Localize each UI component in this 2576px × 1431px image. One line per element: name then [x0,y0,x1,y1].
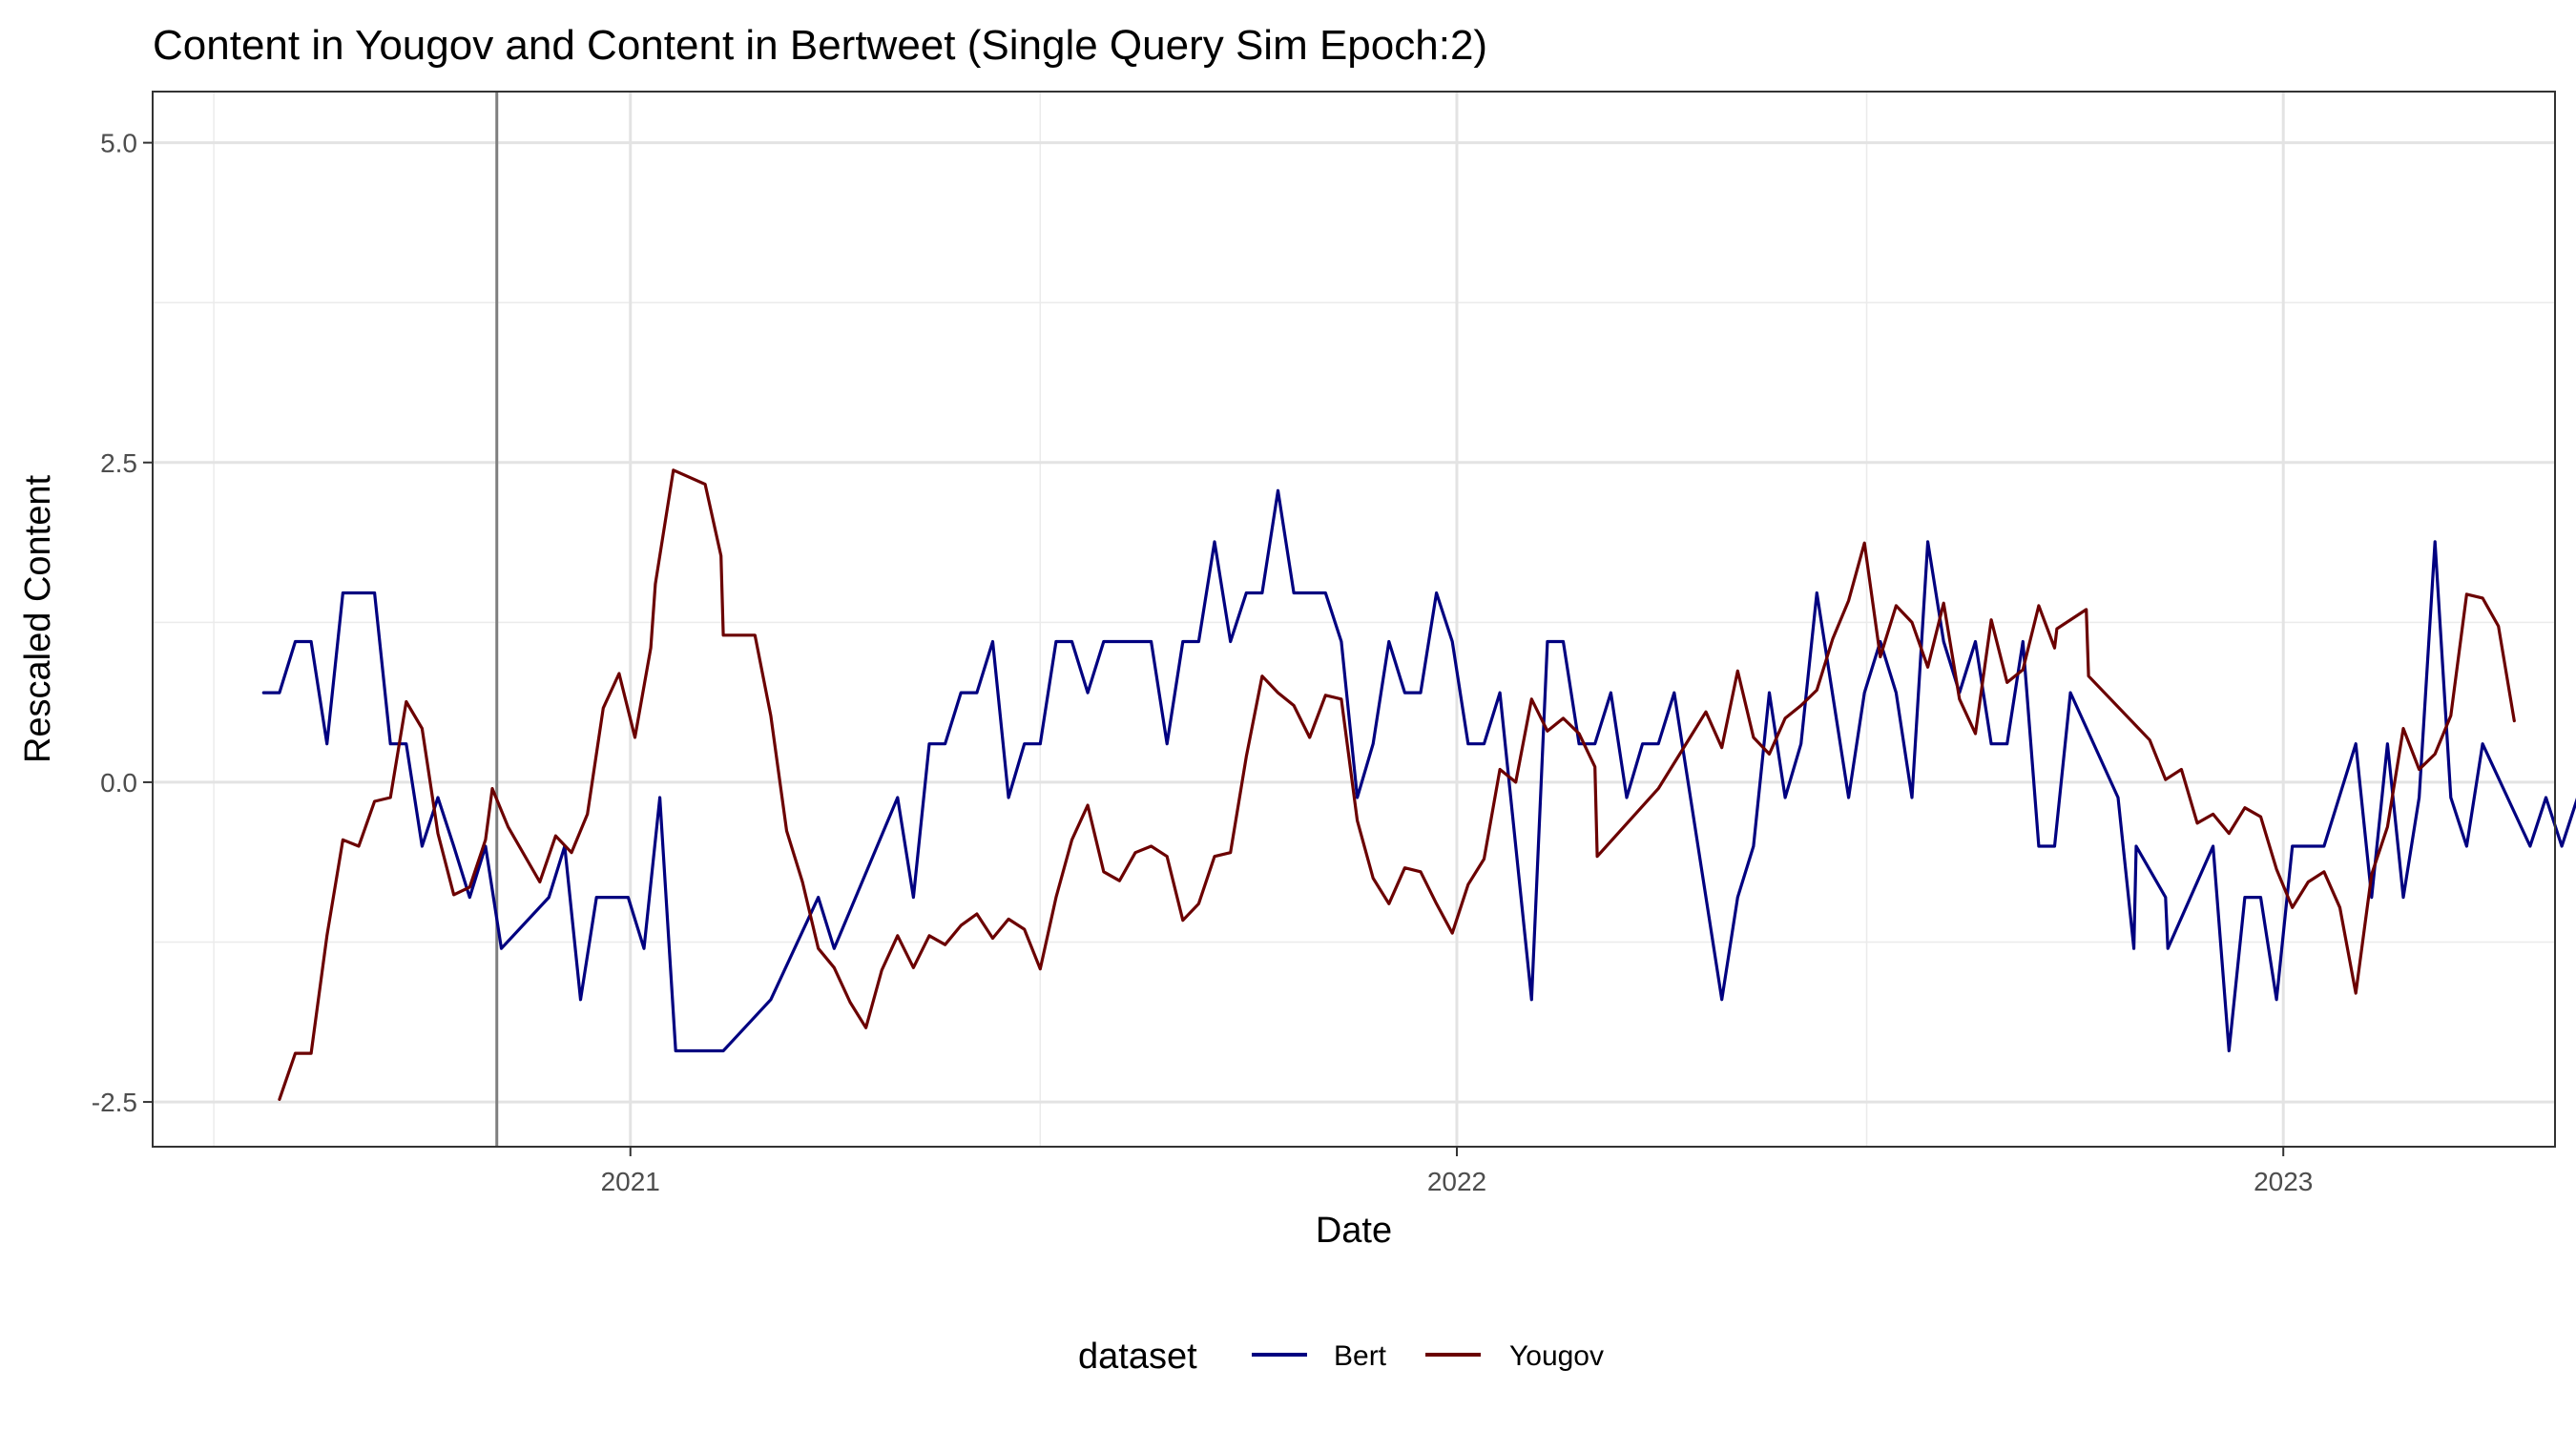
grid-lines [153,92,2555,1147]
x-axis-title: Date [1316,1211,1392,1251]
y-tick-label: 5.0 [100,129,137,158]
series-line-bert [261,488,2576,1053]
y-tick-label: -2.5 [92,1088,137,1117]
chart-title: Content in Yougov and Content in Bertwee… [153,22,1487,69]
plot-panel [153,92,2555,1147]
series-line-yougov [278,468,2516,1102]
series-layer [261,468,2576,1102]
legend-title: dataset [1078,1337,1197,1377]
x-tick-label: 2023 [2254,1167,2313,1196]
x-tick-label: 2021 [601,1167,660,1196]
legend-label-bert: Bert [1334,1340,1387,1372]
plot-panel-border [152,91,2556,1148]
y-tick-label: 2.5 [100,448,137,478]
axis-ticks: 5.0 2.5 0.0 -2.5 2021 2022 2023 [92,129,2314,1196]
legend: dataset Bert Yougov [1078,1337,1604,1377]
y-tick-label: 0.0 [100,768,137,798]
y-axis-title: Rescaled Content [18,475,58,764]
legend-label-yougov: Yougov [1509,1340,1604,1372]
x-tick-label: 2022 [1427,1167,1486,1196]
